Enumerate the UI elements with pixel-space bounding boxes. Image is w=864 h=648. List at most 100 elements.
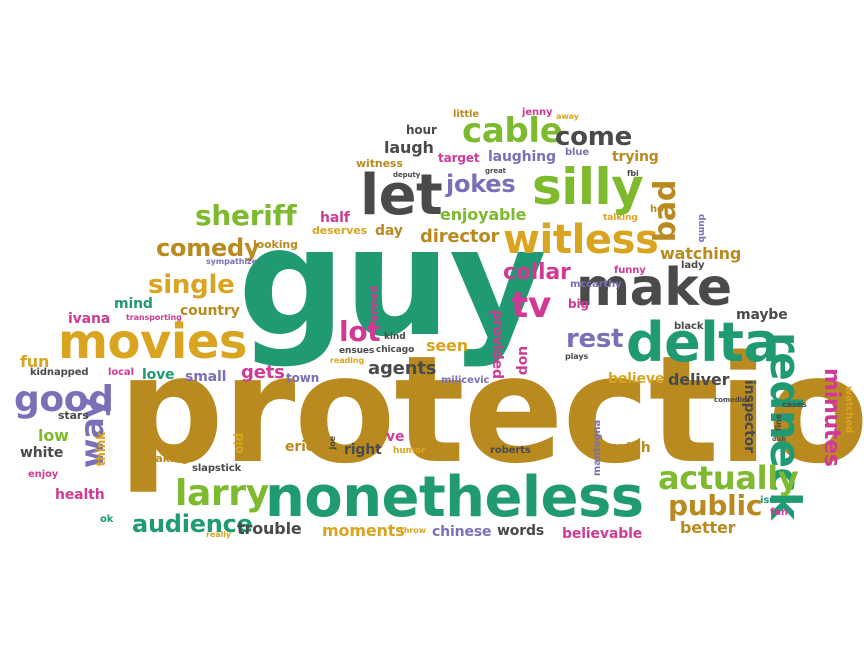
word-witness: witness xyxy=(356,157,403,170)
word-seen: seen xyxy=(426,336,468,355)
word-delta: delta xyxy=(626,311,780,374)
word-inspector: inspector xyxy=(741,380,757,453)
word-kind: kind xyxy=(384,332,406,342)
word-funny: funny xyxy=(614,265,646,276)
word-slapstick: slapstick xyxy=(192,463,242,474)
word-words: words xyxy=(497,523,545,539)
word-ivana: ivana xyxy=(68,311,111,327)
word-single: single xyxy=(148,270,235,300)
word-better: better xyxy=(680,518,736,537)
word-fun: fun xyxy=(20,352,50,371)
word-looking: looking xyxy=(253,238,298,251)
word-white: white xyxy=(20,445,64,461)
word-public: public xyxy=(668,489,763,522)
word-little: little xyxy=(453,109,480,120)
word-dumb: dumb xyxy=(696,214,706,243)
word-laughing: laughing xyxy=(488,149,556,165)
word-come: come xyxy=(555,122,632,152)
word-trying: trying xyxy=(612,149,659,165)
word-think: think xyxy=(94,432,108,467)
word-rest: rest xyxy=(566,324,624,354)
word-enjoy: enjoy xyxy=(28,469,59,480)
word-old: old xyxy=(232,433,246,454)
word-let: let xyxy=(360,163,443,228)
word-watched: watched xyxy=(843,386,854,434)
word-minutes: minutes xyxy=(819,368,844,467)
word-good: good xyxy=(14,379,114,420)
word-mantegna: mantegna xyxy=(592,420,603,477)
word-collar: collar xyxy=(503,260,571,285)
word-trouble: trouble xyxy=(237,519,302,538)
word-low: low xyxy=(38,426,69,445)
word-guy: guy xyxy=(238,196,547,370)
word-movies: movies xyxy=(58,314,247,370)
word-agents: agents xyxy=(368,358,437,379)
word-blue: blue xyxy=(565,147,590,158)
word-cable: cable xyxy=(462,111,563,151)
word-roberts: roberts xyxy=(490,445,531,456)
word-lady: lady xyxy=(681,260,705,271)
word-milicevic: milicevic xyxy=(441,375,490,386)
word-country: country xyxy=(180,303,240,319)
word-half: half xyxy=(320,210,350,226)
word-watching: watching xyxy=(660,244,742,263)
word-talking: talking xyxy=(603,213,638,223)
word-watch: watch xyxy=(604,440,651,456)
word-comedy: comedy xyxy=(156,234,260,262)
word-hot: hot xyxy=(650,204,669,215)
word-laugh: laugh xyxy=(384,138,434,157)
word-deserves: deserves xyxy=(312,224,368,237)
word-making: making xyxy=(144,452,190,465)
word-kidnapped: kidnapped xyxy=(30,367,89,378)
word-really: really xyxy=(206,530,231,539)
word-humor: humor xyxy=(393,446,426,456)
word-reading: reading xyxy=(330,356,365,365)
word-chinese: chinese xyxy=(432,524,492,540)
word-small: small xyxy=(185,369,227,385)
word-big: big xyxy=(568,297,589,311)
word-throw: throw xyxy=(400,526,426,535)
word-sheriff: sheriff xyxy=(195,199,297,232)
word-dish: dish xyxy=(772,436,786,443)
word-believable: believable xyxy=(562,526,643,542)
word-armed: armed xyxy=(369,286,380,322)
word-ve: ve xyxy=(386,429,405,445)
word-plays: plays xyxy=(565,352,589,361)
word-fbi: fbi xyxy=(627,169,639,178)
word-make: make xyxy=(576,258,732,318)
word-ok: ok xyxy=(100,514,114,525)
word-nonetheless: nonetheless xyxy=(265,465,644,530)
word-fine: fine xyxy=(774,414,783,432)
word-away: away xyxy=(556,112,579,121)
word-target: target xyxy=(438,151,480,165)
word-jenny: jenny xyxy=(522,107,553,118)
word-maybe: maybe xyxy=(736,307,788,323)
word-comedies: comedies xyxy=(714,396,751,404)
word-eric: eric xyxy=(285,439,314,455)
word-hour: hour xyxy=(406,123,437,137)
word-actually: actually xyxy=(658,459,799,497)
word-audience: audience xyxy=(132,510,253,538)
word-mind: mind xyxy=(114,296,153,312)
word-town: town xyxy=(286,371,320,385)
word-local: local xyxy=(108,367,134,378)
word-deputy: deputy xyxy=(393,171,421,179)
word-lot: lot xyxy=(339,315,381,348)
word-chicago: chicago xyxy=(376,345,415,355)
word-right: right xyxy=(344,442,382,458)
word-tv: tv xyxy=(511,285,551,326)
word-sympathize: sympathize xyxy=(206,257,257,266)
word-transporting: transporting xyxy=(126,313,182,322)
word-silly: silly xyxy=(532,158,644,216)
word-day: day xyxy=(375,223,403,239)
word-isn: isn xyxy=(760,495,777,506)
word-cases: cases xyxy=(782,400,807,409)
word-larry: larry xyxy=(175,473,269,514)
word-provided: provided xyxy=(489,310,505,379)
word-black: black xyxy=(674,321,704,332)
word-great: great xyxy=(485,167,506,175)
word-moments: moments xyxy=(322,521,405,540)
word-joe: joe xyxy=(328,436,337,450)
word-don: don xyxy=(515,346,531,376)
word-fan: fan xyxy=(770,507,788,518)
